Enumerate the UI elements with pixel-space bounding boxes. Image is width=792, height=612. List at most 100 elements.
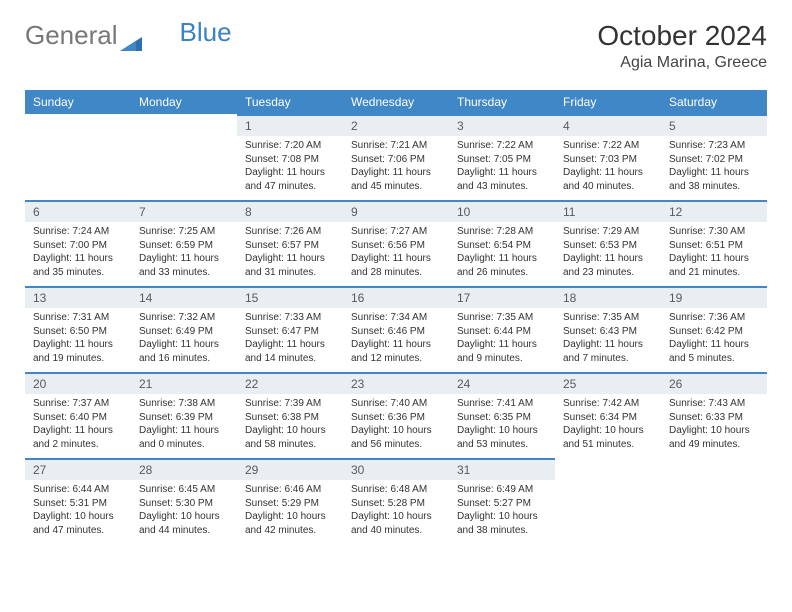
day-body: Sunrise: 6:46 AMSunset: 5:29 PMDaylight:…: [237, 480, 343, 543]
daylight-text: Daylight: 11 hours and 0 minutes.: [139, 424, 229, 451]
sunset-text: Sunset: 6:34 PM: [563, 411, 653, 425]
weekday-header: Monday: [131, 90, 237, 114]
sunset-text: Sunset: 5:30 PM: [139, 497, 229, 511]
day-number: 4: [555, 114, 661, 136]
daylight-text: Daylight: 11 hours and 21 minutes.: [669, 252, 759, 279]
sunrise-text: Sunrise: 7:25 AM: [139, 225, 229, 239]
day-number: 6: [25, 200, 131, 222]
day-number: 3: [449, 114, 555, 136]
daylight-text: Daylight: 11 hours and 43 minutes.: [457, 166, 547, 193]
calendar-cell: 28Sunrise: 6:45 AMSunset: 5:30 PMDayligh…: [131, 458, 237, 544]
sunrise-text: Sunrise: 7:27 AM: [351, 225, 441, 239]
daylight-text: Daylight: 10 hours and 40 minutes.: [351, 510, 441, 537]
sunrise-text: Sunrise: 6:45 AM: [139, 483, 229, 497]
calendar-body: 1Sunrise: 7:20 AMSunset: 7:08 PMDaylight…: [25, 114, 767, 544]
day-number: 23: [343, 372, 449, 394]
daylight-text: Daylight: 10 hours and 53 minutes.: [457, 424, 547, 451]
daylight-text: Daylight: 10 hours and 42 minutes.: [245, 510, 335, 537]
daylight-text: Daylight: 11 hours and 2 minutes.: [33, 424, 123, 451]
sunset-text: Sunset: 6:36 PM: [351, 411, 441, 425]
day-number: 10: [449, 200, 555, 222]
sunrise-text: Sunrise: 7:23 AM: [669, 139, 759, 153]
daylight-text: Daylight: 10 hours and 49 minutes.: [669, 424, 759, 451]
day-body: Sunrise: 7:25 AMSunset: 6:59 PMDaylight:…: [131, 222, 237, 285]
brand-logo: General Blue: [25, 20, 232, 51]
sunrise-text: Sunrise: 7:31 AM: [33, 311, 123, 325]
day-number: 26: [661, 372, 767, 394]
brand-triangle-icon: [120, 27, 142, 45]
title-block: October 2024 Agia Marina, Greece: [597, 20, 767, 72]
calendar-cell: 21Sunrise: 7:38 AMSunset: 6:39 PMDayligh…: [131, 372, 237, 458]
daylight-text: Daylight: 11 hours and 40 minutes.: [563, 166, 653, 193]
day-body: Sunrise: 7:36 AMSunset: 6:42 PMDaylight:…: [661, 308, 767, 371]
day-body: Sunrise: 7:38 AMSunset: 6:39 PMDaylight:…: [131, 394, 237, 457]
page-title: October 2024: [597, 20, 767, 52]
daylight-text: Daylight: 11 hours and 23 minutes.: [563, 252, 653, 279]
daylight-text: Daylight: 11 hours and 5 minutes.: [669, 338, 759, 365]
calendar-cell: 23Sunrise: 7:40 AMSunset: 6:36 PMDayligh…: [343, 372, 449, 458]
sunrise-text: Sunrise: 7:29 AM: [563, 225, 653, 239]
daylight-text: Daylight: 11 hours and 14 minutes.: [245, 338, 335, 365]
day-body: Sunrise: 7:37 AMSunset: 6:40 PMDaylight:…: [25, 394, 131, 457]
sunset-text: Sunset: 6:53 PM: [563, 239, 653, 253]
sunrise-text: Sunrise: 7:32 AM: [139, 311, 229, 325]
day-body: Sunrise: 6:44 AMSunset: 5:31 PMDaylight:…: [25, 480, 131, 543]
sunset-text: Sunset: 6:50 PM: [33, 325, 123, 339]
daylight-text: Daylight: 11 hours and 19 minutes.: [33, 338, 123, 365]
brand-word-2: Blue: [180, 17, 232, 48]
calendar-week-row: 13Sunrise: 7:31 AMSunset: 6:50 PMDayligh…: [25, 286, 767, 372]
day-body: Sunrise: 6:45 AMSunset: 5:30 PMDaylight:…: [131, 480, 237, 543]
sunset-text: Sunset: 7:00 PM: [33, 239, 123, 253]
sunset-text: Sunset: 6:49 PM: [139, 325, 229, 339]
location-text: Agia Marina, Greece: [597, 54, 767, 72]
calendar-cell: 29Sunrise: 6:46 AMSunset: 5:29 PMDayligh…: [237, 458, 343, 544]
day-body: Sunrise: 7:34 AMSunset: 6:46 PMDaylight:…: [343, 308, 449, 371]
sunset-text: Sunset: 6:47 PM: [245, 325, 335, 339]
day-body: Sunrise: 7:20 AMSunset: 7:08 PMDaylight:…: [237, 136, 343, 199]
day-number: 21: [131, 372, 237, 394]
sunset-text: Sunset: 6:38 PM: [245, 411, 335, 425]
sunset-text: Sunset: 6:33 PM: [669, 411, 759, 425]
day-number: 31: [449, 458, 555, 480]
day-number: 7: [131, 200, 237, 222]
sunset-text: Sunset: 5:27 PM: [457, 497, 547, 511]
daylight-text: Daylight: 11 hours and 47 minutes.: [245, 166, 335, 193]
calendar-cell: 25Sunrise: 7:42 AMSunset: 6:34 PMDayligh…: [555, 372, 661, 458]
sunrise-text: Sunrise: 7:30 AM: [669, 225, 759, 239]
day-number: 8: [237, 200, 343, 222]
sunrise-text: Sunrise: 7:42 AM: [563, 397, 653, 411]
calendar-cell: 8Sunrise: 7:26 AMSunset: 6:57 PMDaylight…: [237, 200, 343, 286]
weekday-header: Wednesday: [343, 90, 449, 114]
day-body: Sunrise: 7:26 AMSunset: 6:57 PMDaylight:…: [237, 222, 343, 285]
day-number: 14: [131, 286, 237, 308]
calendar-cell: 5Sunrise: 7:23 AMSunset: 7:02 PMDaylight…: [661, 114, 767, 200]
sunrise-text: Sunrise: 7:38 AM: [139, 397, 229, 411]
day-number: 19: [661, 286, 767, 308]
day-body: Sunrise: 7:22 AMSunset: 7:03 PMDaylight:…: [555, 136, 661, 199]
sunset-text: Sunset: 5:31 PM: [33, 497, 123, 511]
calendar-cell: 11Sunrise: 7:29 AMSunset: 6:53 PMDayligh…: [555, 200, 661, 286]
day-body: Sunrise: 7:39 AMSunset: 6:38 PMDaylight:…: [237, 394, 343, 457]
daylight-text: Daylight: 10 hours and 38 minutes.: [457, 510, 547, 537]
day-number: 17: [449, 286, 555, 308]
day-number: 24: [449, 372, 555, 394]
sunset-text: Sunset: 6:56 PM: [351, 239, 441, 253]
day-body: Sunrise: 7:23 AMSunset: 7:02 PMDaylight:…: [661, 136, 767, 199]
calendar-cell: [555, 458, 661, 544]
calendar-cell: 9Sunrise: 7:27 AMSunset: 6:56 PMDaylight…: [343, 200, 449, 286]
calendar-cell: 18Sunrise: 7:35 AMSunset: 6:43 PMDayligh…: [555, 286, 661, 372]
calendar-cell: 7Sunrise: 7:25 AMSunset: 6:59 PMDaylight…: [131, 200, 237, 286]
day-body: Sunrise: 7:32 AMSunset: 6:49 PMDaylight:…: [131, 308, 237, 371]
day-number: 29: [237, 458, 343, 480]
sunset-text: Sunset: 7:08 PM: [245, 153, 335, 167]
calendar-cell: 30Sunrise: 6:48 AMSunset: 5:28 PMDayligh…: [343, 458, 449, 544]
sunrise-text: Sunrise: 7:36 AM: [669, 311, 759, 325]
sunset-text: Sunset: 6:42 PM: [669, 325, 759, 339]
calendar-cell: 31Sunrise: 6:49 AMSunset: 5:27 PMDayligh…: [449, 458, 555, 544]
day-number: 2: [343, 114, 449, 136]
calendar-week-row: 20Sunrise: 7:37 AMSunset: 6:40 PMDayligh…: [25, 372, 767, 458]
brand-word-1: General: [25, 20, 118, 51]
sunset-text: Sunset: 7:03 PM: [563, 153, 653, 167]
sunrise-text: Sunrise: 7:41 AM: [457, 397, 547, 411]
day-body: Sunrise: 7:30 AMSunset: 6:51 PMDaylight:…: [661, 222, 767, 285]
